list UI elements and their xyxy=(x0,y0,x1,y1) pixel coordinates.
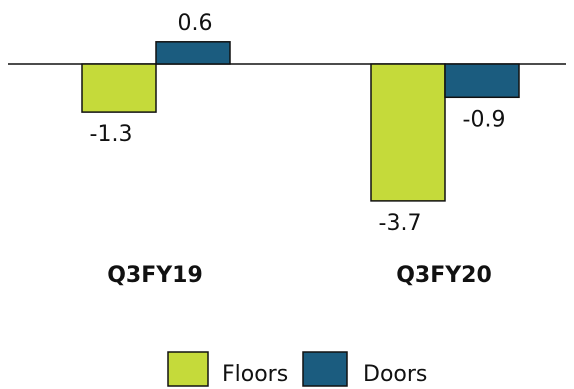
bar-floors-q3fy20 xyxy=(370,63,446,202)
bar-doors-q3fy19 xyxy=(155,41,231,65)
value-label-floors-q3fy19: -1.3 xyxy=(90,122,133,147)
legend-swatch-floors xyxy=(167,351,209,387)
legend-label-doors: Doors xyxy=(363,362,427,387)
legend-swatch-doors xyxy=(302,351,348,387)
value-label-floors-q3fy20: -3.7 xyxy=(379,211,422,236)
value-label-doors-q3fy19: 0.6 xyxy=(178,11,213,36)
legend-label-floors: Floors xyxy=(222,362,288,387)
category-label-q3fy19: Q3FY19 xyxy=(107,263,203,288)
bar-doors-q3fy20 xyxy=(444,63,520,99)
bar-floors-q3fy19 xyxy=(81,63,157,113)
category-label-q3fy20: Q3FY20 xyxy=(396,263,492,288)
value-label-doors-q3fy20: -0.9 xyxy=(463,107,506,132)
legend: Floors Doors xyxy=(167,351,427,387)
